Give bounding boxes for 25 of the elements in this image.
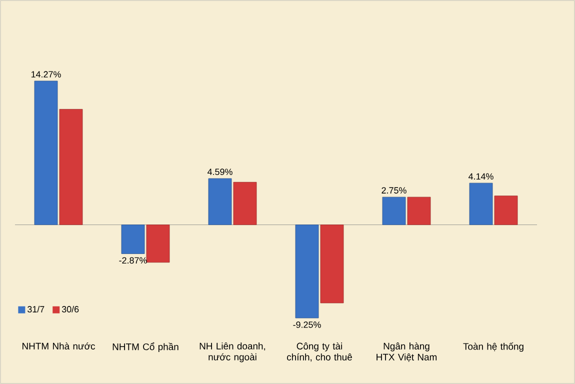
data-label: 14.27% — [31, 71, 61, 78]
bar — [208, 178, 232, 225]
bar — [295, 224, 319, 318]
data-label: 4.14% — [468, 173, 494, 180]
x-tick-label: NHTM Nhà nước — [22, 342, 96, 350]
x-tick-label: Toàn hệ thống — [463, 342, 524, 352]
bar — [59, 109, 83, 225]
data-label: 2.75% — [382, 187, 406, 194]
data-label: 4.59% — [208, 168, 232, 176]
x-tick-label: Ngân hàng HTX Việt Nam — [376, 342, 437, 362]
bar — [233, 182, 257, 225]
bar — [34, 80, 58, 225]
bar — [469, 182, 493, 225]
legend-label: 30/6 — [62, 306, 79, 312]
bar — [121, 224, 145, 254]
bar — [382, 196, 406, 225]
x-tick-label: Công ty tài chính, cho thuê — [287, 342, 352, 362]
bar — [407, 196, 431, 225]
data-label: -9.25% — [293, 322, 321, 328]
bar — [320, 224, 344, 304]
x-tick-label: NH Liên doanh, nước ngoài — [200, 342, 266, 362]
bar — [494, 196, 518, 225]
x-tick-label: NHTM Cổ phần — [112, 342, 178, 352]
legend-label: 31/7 — [28, 306, 44, 312]
bar — [146, 224, 170, 263]
